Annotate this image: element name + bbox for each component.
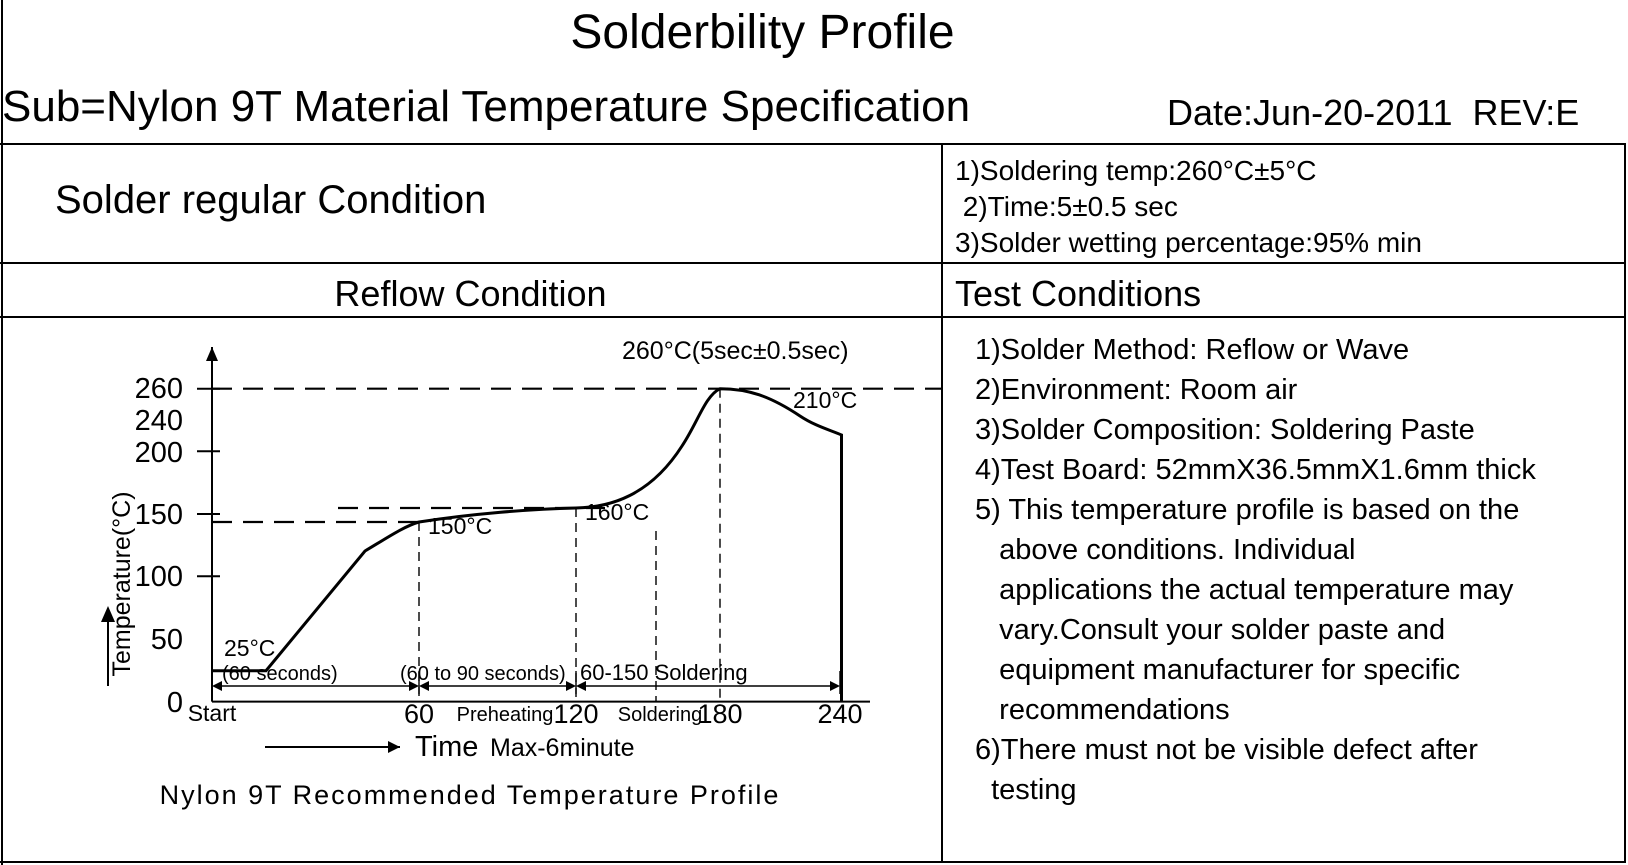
svg-text:Preheating: Preheating — [457, 704, 554, 726]
svg-text:210°C: 210°C — [793, 387, 857, 413]
svg-text:120: 120 — [553, 699, 598, 729]
svg-text:160°C: 160°C — [585, 499, 649, 525]
svg-text:240: 240 — [135, 405, 183, 437]
svg-text:260°C(5sec±0.5sec): 260°C(5sec±0.5sec) — [622, 337, 849, 365]
svg-text:240: 240 — [817, 699, 862, 729]
svg-text:Time: Time — [415, 731, 478, 763]
svg-text:Start: Start — [188, 700, 237, 726]
svg-text:0: 0 — [167, 687, 183, 719]
svg-text:Nylon 9T Recommended Temper: Nylon 9T Recommended Temperature Profile — [160, 780, 781, 810]
svg-text:(60 seconds): (60 seconds) — [222, 663, 338, 685]
svg-text:Max-6minute: Max-6minute — [490, 734, 635, 762]
svg-text:60-150 Soldering: 60-150 Soldering — [580, 660, 748, 685]
svg-text:150°C: 150°C — [428, 513, 492, 539]
svg-text:60: 60 — [404, 699, 434, 729]
svg-text:180: 180 — [697, 699, 742, 729]
svg-text:25°C: 25°C — [224, 635, 275, 661]
svg-text:260: 260 — [135, 373, 183, 405]
svg-text:(60 to 90 seconds): (60 to 90 seconds) — [400, 663, 566, 685]
svg-text:50: 50 — [151, 624, 183, 656]
svg-text:Temperature(°C): Temperature(°C) — [108, 491, 136, 676]
svg-text:150: 150 — [135, 499, 183, 531]
svg-text:100: 100 — [135, 561, 183, 593]
svg-text:200: 200 — [135, 437, 183, 469]
svg-text:Soldering: Soldering — [618, 704, 703, 726]
